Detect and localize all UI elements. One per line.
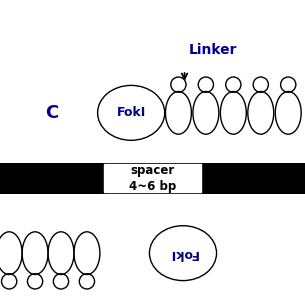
Text: spacer
4~6 bp: spacer 4~6 bp [129, 164, 176, 193]
Text: FokI: FokI [117, 106, 146, 119]
Text: C: C [45, 104, 59, 122]
Text: Linker: Linker [189, 43, 238, 57]
Text: FokI: FokI [168, 247, 198, 260]
Bar [0, 163, 305, 194]
Bar [104, 164, 201, 192]
